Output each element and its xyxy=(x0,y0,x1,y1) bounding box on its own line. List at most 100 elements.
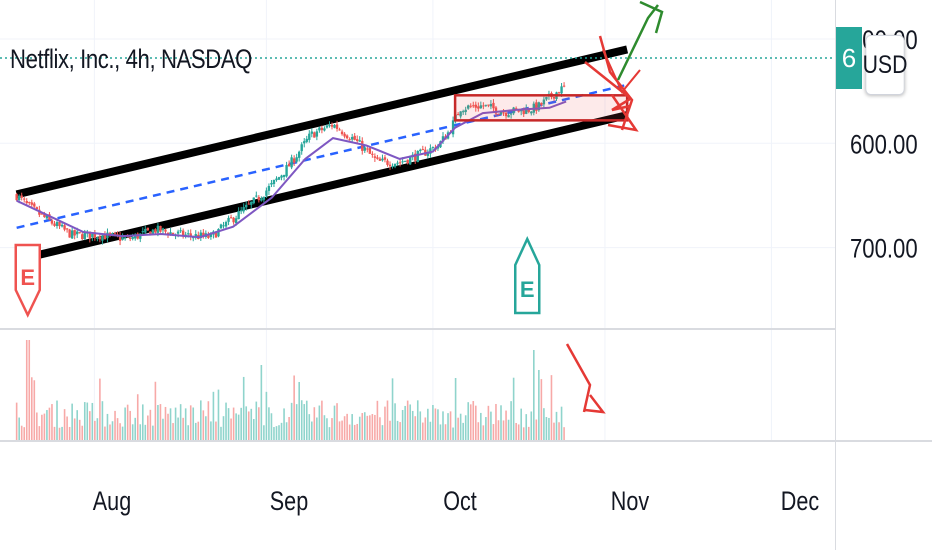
volume-bar xyxy=(467,402,470,440)
volume-bar xyxy=(157,405,159,440)
volume-bar xyxy=(136,394,139,440)
volume-bar xyxy=(502,420,505,440)
candle-body xyxy=(325,125,329,128)
volume-bar xyxy=(474,405,477,440)
candle-body xyxy=(65,228,69,230)
volume-bar xyxy=(353,424,356,440)
volume-bar xyxy=(404,405,406,440)
candle-body xyxy=(265,190,268,196)
volume-bar xyxy=(379,417,381,440)
volume-bar xyxy=(101,401,104,440)
volume-bar xyxy=(530,411,533,440)
candle-body xyxy=(141,231,144,233)
volume-bar xyxy=(263,425,265,440)
candle-body xyxy=(431,147,435,149)
volume-bar xyxy=(184,408,187,440)
candle-body xyxy=(128,237,132,239)
candle-body xyxy=(280,175,283,178)
volume-bar xyxy=(543,408,545,440)
volume-bar xyxy=(124,407,126,440)
candle-body xyxy=(308,133,311,140)
volume-bar xyxy=(187,425,189,440)
volume-bar xyxy=(343,416,346,440)
volume-bar xyxy=(374,414,376,440)
volume-bar xyxy=(313,407,316,440)
candle-body xyxy=(103,234,107,240)
volume-bar xyxy=(265,391,268,440)
volume-bar xyxy=(116,418,119,440)
candle-body xyxy=(234,218,238,224)
volume-bar xyxy=(520,408,522,440)
volume-bar xyxy=(472,401,475,440)
volume-bar xyxy=(268,407,270,440)
volume-bar xyxy=(457,417,459,440)
volume-bar xyxy=(447,413,449,440)
candle-body xyxy=(507,115,510,118)
volume-bar xyxy=(250,408,253,440)
candle-body xyxy=(545,96,548,100)
candle-body xyxy=(459,111,462,117)
volume-bar xyxy=(505,410,507,440)
volume-bar xyxy=(500,405,502,440)
candle-body xyxy=(192,237,195,239)
volume-bar xyxy=(177,417,179,440)
candle-body xyxy=(290,157,293,168)
candle-body xyxy=(464,109,467,112)
candle-body xyxy=(487,104,490,106)
candle-body xyxy=(247,203,250,205)
currency-button[interactable]: USD xyxy=(863,35,907,95)
volume-bar xyxy=(429,421,432,440)
volume-bar xyxy=(200,400,202,440)
candle-body xyxy=(287,163,291,167)
volume-bar xyxy=(205,416,207,440)
volume-bar xyxy=(76,410,78,440)
volume-bar xyxy=(215,421,217,440)
volume-bar xyxy=(154,381,157,440)
volume-bar xyxy=(152,425,154,440)
volume-bar xyxy=(106,413,109,440)
candle-body xyxy=(525,108,528,114)
candle-body xyxy=(416,150,419,163)
volume-bar xyxy=(182,417,184,440)
candle-body xyxy=(343,133,346,137)
volume-bar xyxy=(278,425,280,440)
candle-body xyxy=(164,229,167,232)
candle-body xyxy=(144,228,147,233)
candle-body xyxy=(252,197,255,204)
candle-body xyxy=(469,105,472,107)
price-axis-label: 600.00 xyxy=(850,130,918,160)
candle-body xyxy=(522,110,525,115)
volume-bar xyxy=(56,400,58,440)
candle-body xyxy=(328,125,331,127)
volume-bar xyxy=(495,403,497,440)
candle-body xyxy=(267,185,271,191)
volume-bar xyxy=(522,427,525,440)
candle-body xyxy=(111,233,114,235)
candle-body xyxy=(494,107,498,114)
volume-bar xyxy=(283,408,285,440)
candle-body xyxy=(262,196,266,200)
channel-layer xyxy=(15,45,629,265)
volume-bar xyxy=(189,405,192,440)
volume-bar xyxy=(81,425,84,440)
candle-body xyxy=(156,225,160,233)
volume-bar xyxy=(225,402,227,440)
candle-body xyxy=(361,140,364,151)
volume-bar xyxy=(121,426,124,440)
candle-body xyxy=(282,174,286,177)
volume-bar xyxy=(66,416,68,440)
volume-bar xyxy=(311,421,313,440)
volume-bar xyxy=(252,419,255,440)
red-arrow-head xyxy=(611,97,631,112)
candle-body xyxy=(303,141,306,144)
volume-bar xyxy=(232,407,235,440)
candle-body xyxy=(461,111,465,113)
volume-bar xyxy=(295,404,298,440)
volume-bar xyxy=(452,427,454,440)
candle-body xyxy=(121,237,124,240)
candle-body xyxy=(159,225,162,232)
candle-body xyxy=(492,102,495,109)
candle-body xyxy=(202,232,205,237)
volume-bar xyxy=(36,412,38,440)
